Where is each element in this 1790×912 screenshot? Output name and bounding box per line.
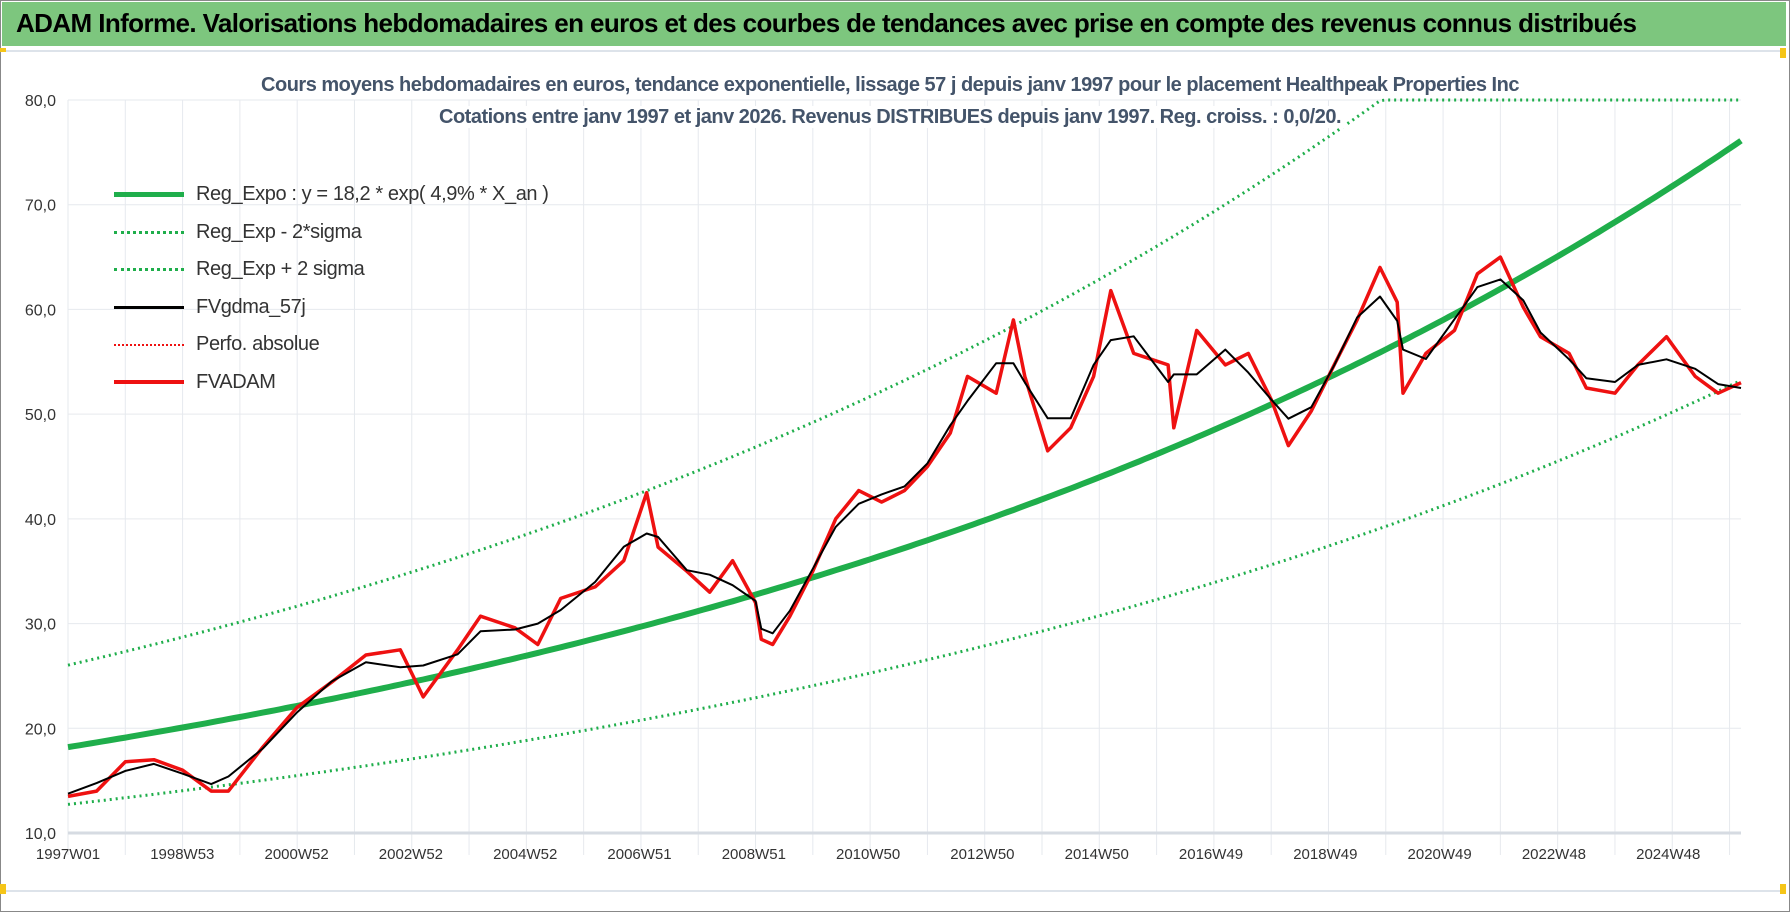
legend-label: FVgdma_57j [196, 295, 306, 318]
selection-handle[interactable] [1780, 48, 1786, 58]
fvadam-line [67, 255, 1742, 799]
x-tick-label: 2000W52 [264, 846, 328, 863]
chart-area[interactable] [2, 50, 1784, 892]
selection-handle[interactable] [1780, 884, 1786, 894]
reg-exp-plus-2sigma-line [67, 98, 1741, 667]
report-title: ADAM Informe. Valorisations hebdomadaire… [16, 8, 1637, 38]
y-tick-label: 20,0 [25, 721, 56, 738]
x-tick-label: 2002W52 [379, 846, 443, 863]
legend-label: FVADAM [196, 370, 276, 393]
x-tick-label: 2014W50 [1065, 846, 1129, 863]
selection-handle[interactable] [0, 48, 6, 52]
x-tick-label: 2010W50 [836, 846, 900, 863]
legend-item-reg-plus: Reg_Exp + 2 sigma [114, 251, 549, 289]
x-tick-label: 2004W52 [493, 846, 557, 863]
legend-item-reg-minus: Reg_Exp - 2*sigma [114, 214, 549, 252]
legend-item-reg-expo: Reg_Expo : y = 18,2 * exp( 4,9% * X_an ) [114, 176, 549, 214]
y-tick-label: 40,0 [25, 512, 56, 529]
x-tick-label: 2008W51 [722, 846, 786, 863]
y-tick-label: 60,0 [25, 302, 56, 319]
legend-label: Reg_Exp + 2 sigma [196, 258, 365, 281]
x-tick-label: 2022W48 [1522, 846, 1586, 863]
x-tick-label: 1997W01 [36, 846, 100, 863]
fvgdma-57j-line [67, 278, 1742, 795]
y-tick-label: 70,0 [25, 198, 56, 215]
x-tick-label: 2006W51 [607, 846, 671, 863]
report-banner: ADAM Informe. Valorisations hebdomadaire… [2, 2, 1786, 46]
legend-item-perfo: Perfo. absolue [114, 326, 549, 364]
x-tick-label: 2016W49 [1179, 846, 1243, 863]
legend-label: Reg_Exp - 2*sigma [196, 220, 362, 243]
chart-subtitle: Cotations entre janv 1997 et janv 2026. … [160, 106, 1620, 129]
y-tick-label: 10,0 [25, 826, 56, 843]
legend-item-fvadam: FVADAM [114, 364, 549, 402]
x-tick-label: 2018W49 [1293, 846, 1357, 863]
chart-title: Cours moyens hebdomadaires en euros, ten… [160, 74, 1620, 97]
reg-exp-minus-2sigma-line [67, 379, 1742, 806]
legend-label: Perfo. absolue [196, 333, 320, 356]
x-tick-label: 1998W53 [150, 846, 214, 863]
selection-handle[interactable] [0, 884, 6, 894]
chart-title-text: Cours moyens hebdomadaires en euros, ten… [257, 74, 1523, 96]
chart-legend: Reg_Expo : y = 18,2 * exp( 4,9% * X_an )… [114, 176, 549, 401]
y-tick-label: 50,0 [25, 407, 56, 424]
x-tick-label: 2020W49 [1408, 846, 1472, 863]
y-tick-label: 30,0 [25, 617, 56, 634]
y-tick-label: 80,0 [25, 93, 56, 110]
x-tick-label: 2024W48 [1636, 846, 1700, 863]
legend-item-fvgdma: FVgdma_57j [114, 289, 549, 327]
chart-subtitle-text: Cotations entre janv 1997 et janv 2026. … [435, 106, 1345, 128]
legend-label: Reg_Expo : y = 18,2 * exp( 4,9% * X_an ) [196, 183, 549, 206]
x-tick-label: 2012W50 [950, 846, 1014, 863]
